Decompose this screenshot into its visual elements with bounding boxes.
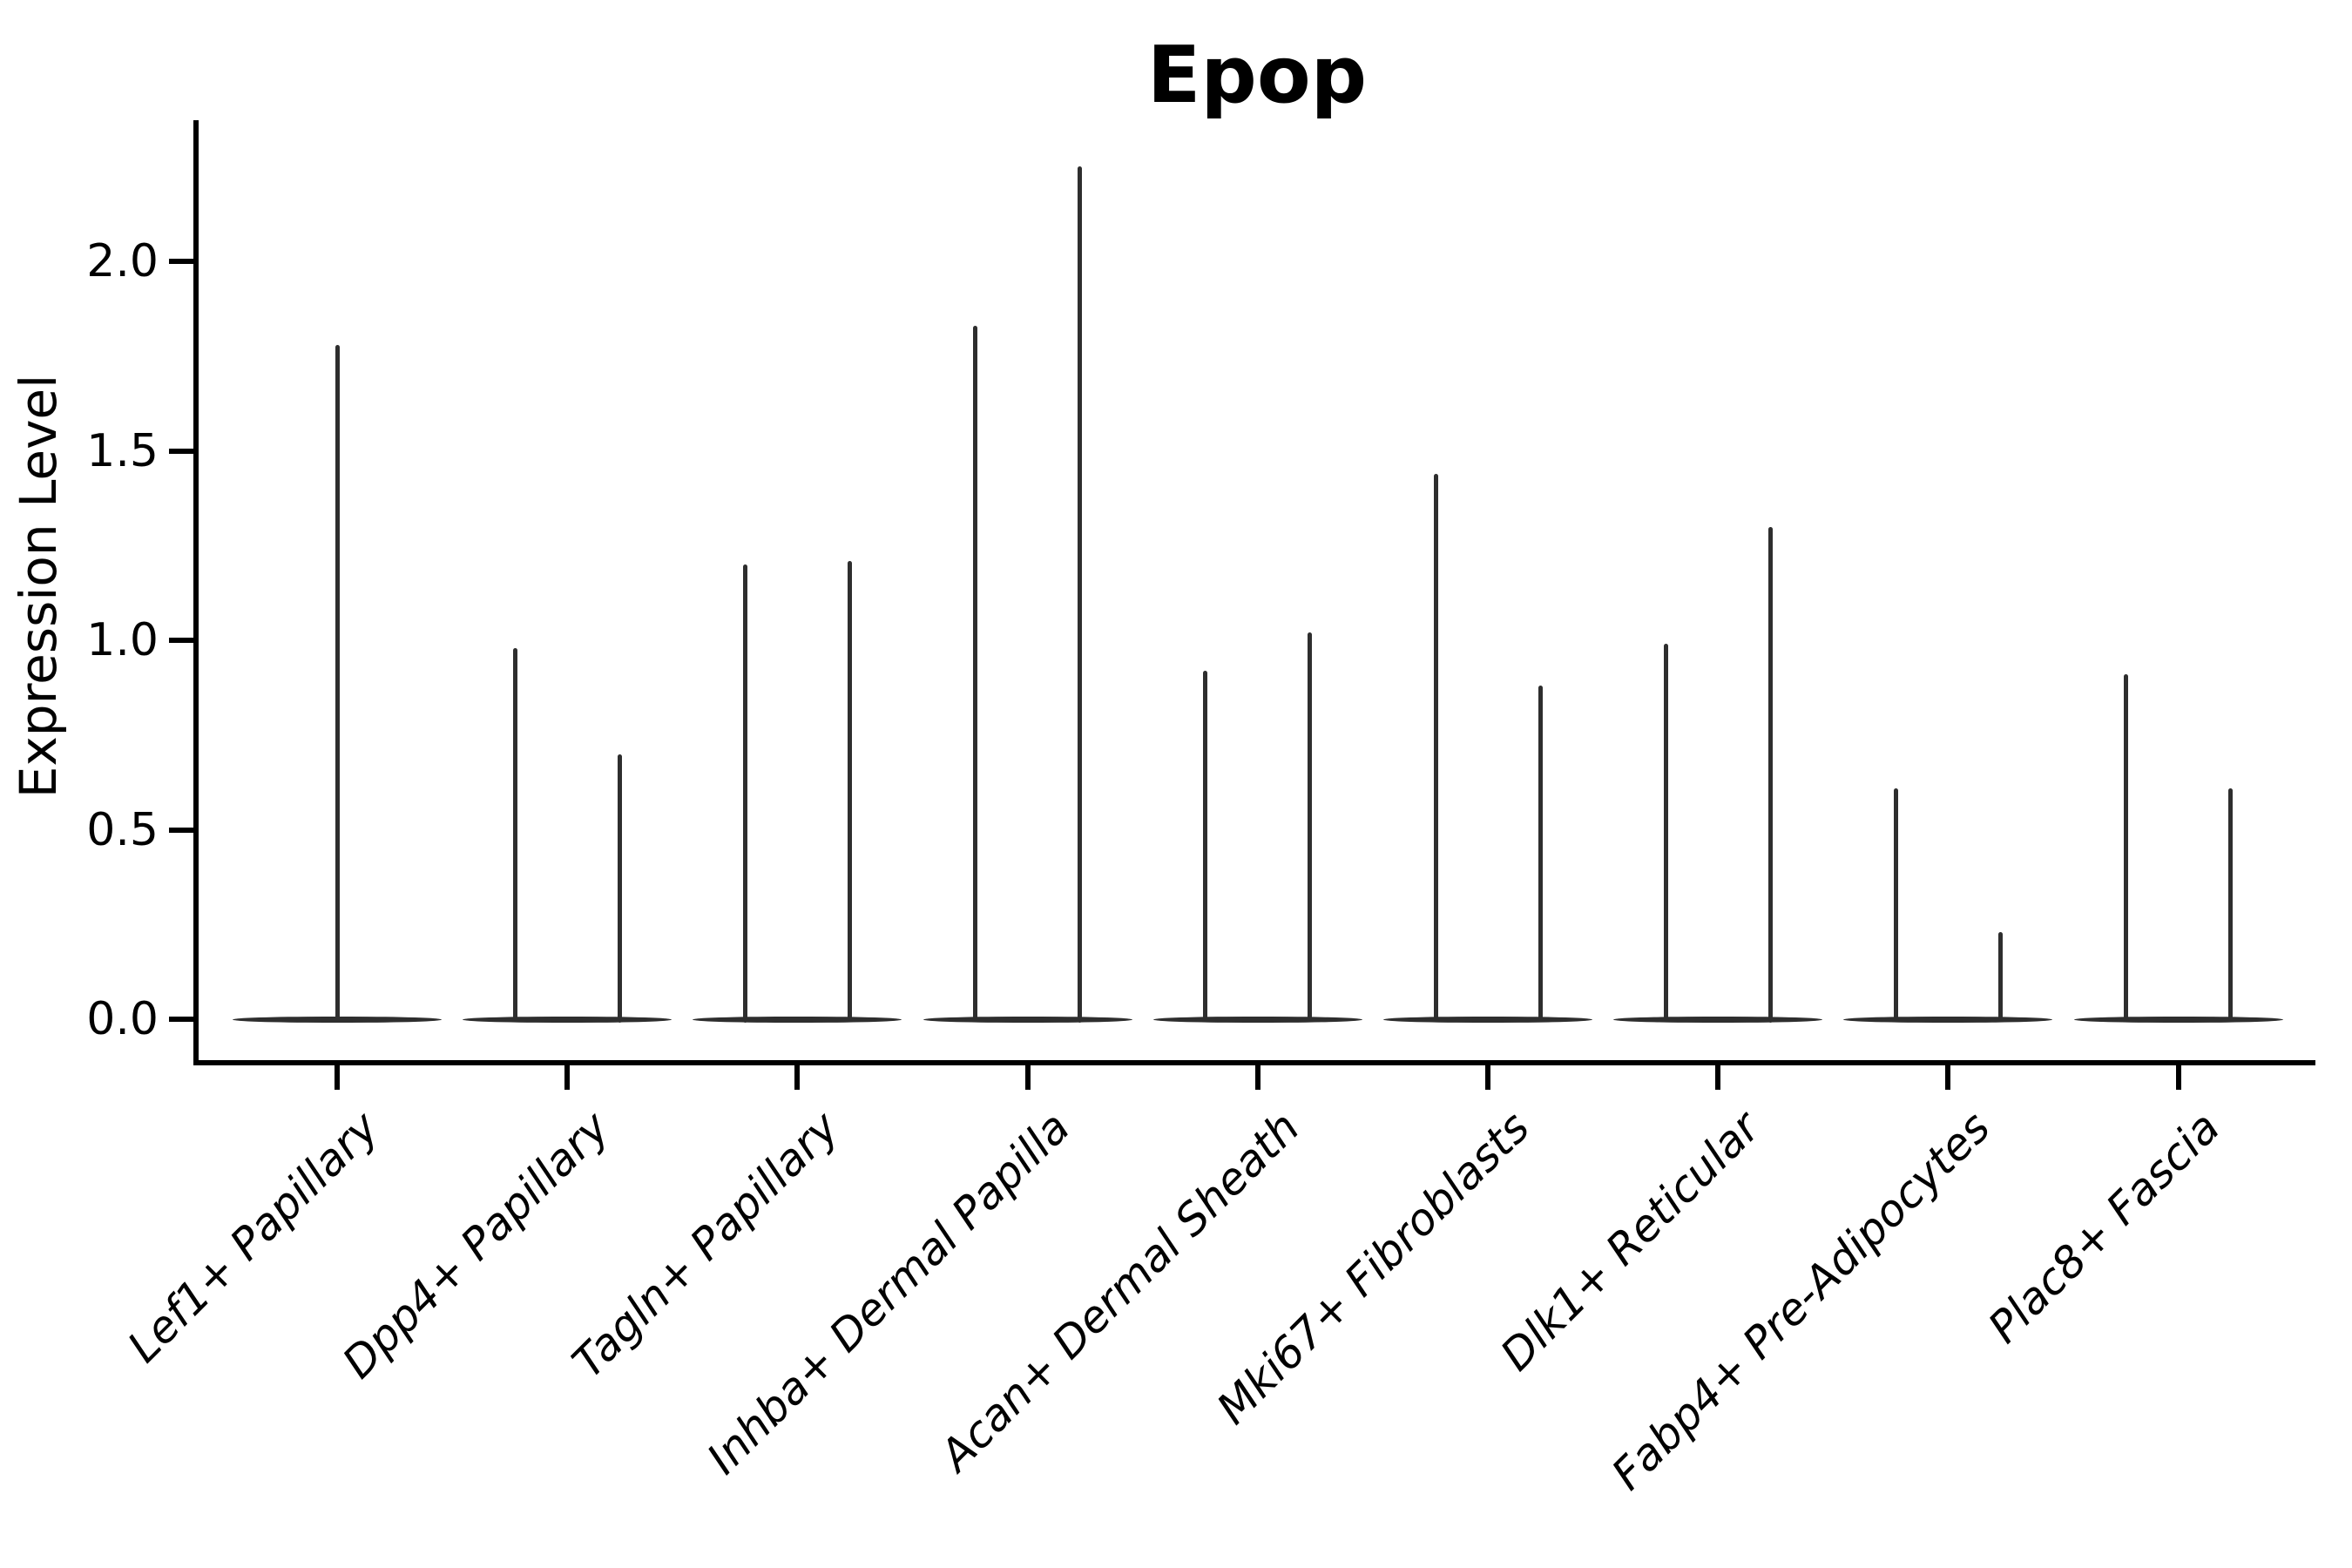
y-tick-label: 1.5 <box>86 424 159 477</box>
violin-body <box>923 1016 1132 1023</box>
chart-title: Epop <box>1146 30 1368 121</box>
y-tick <box>169 827 193 833</box>
x-tick <box>1254 1065 1260 1090</box>
y-tick-label: 1.0 <box>86 614 159 666</box>
y-tick <box>169 259 193 264</box>
y-tick-label: 0.5 <box>86 803 159 856</box>
violin-max-spike <box>1997 931 2003 1023</box>
violin-max-spike <box>1433 473 1438 1023</box>
x-tick <box>2175 1065 2181 1090</box>
x-axis-spine <box>193 1060 2315 1065</box>
violin-max-spike <box>1078 166 1083 1023</box>
violin-body <box>1843 1016 2053 1023</box>
violin-max-spike <box>512 647 517 1023</box>
violin-max-spike <box>335 344 340 1023</box>
violin-max-spike <box>847 560 852 1023</box>
violin-max-spike <box>742 564 747 1023</box>
x-tick <box>1945 1065 1951 1090</box>
x-tick-label: Fabp4+ Pre-Adipocytes <box>1601 1102 2000 1500</box>
y-tick <box>169 638 193 643</box>
violin-max-spike <box>973 325 978 1023</box>
violin-max-spike <box>1203 670 1208 1023</box>
violin-max-spike <box>2228 787 2234 1023</box>
x-tick <box>1024 1065 1031 1090</box>
violin-max-spike <box>1663 644 1668 1023</box>
x-tick <box>1485 1065 1490 1090</box>
violin-body <box>693 1016 902 1023</box>
x-tick <box>564 1065 571 1090</box>
violin-max-spike <box>2124 674 2129 1023</box>
y-tick <box>169 448 193 454</box>
violin-max-spike <box>1308 632 1313 1023</box>
x-tick-label: Plac8+ Fascia <box>1978 1102 2230 1353</box>
violin-body <box>1613 1016 1823 1023</box>
violin-max-spike <box>617 754 622 1023</box>
x-tick <box>335 1065 340 1090</box>
y-tick-label: 2.0 <box>86 235 159 287</box>
violin-body <box>1383 1016 1592 1023</box>
violin-body <box>2073 1016 2283 1023</box>
y-axis-spine <box>193 120 199 1065</box>
y-tick <box>169 1017 193 1022</box>
x-tick-label: Lef1+ Papillary <box>118 1102 389 1373</box>
violin-body <box>463 1016 672 1023</box>
y-tick-label: 0.0 <box>86 993 159 1045</box>
violin-max-spike <box>1767 526 1773 1023</box>
violin-max-spike <box>1893 787 1898 1023</box>
violin-body <box>1152 1016 1362 1023</box>
violin-max-spike <box>1538 686 1543 1023</box>
x-tick <box>1715 1065 1721 1090</box>
x-tick <box>794 1065 801 1090</box>
